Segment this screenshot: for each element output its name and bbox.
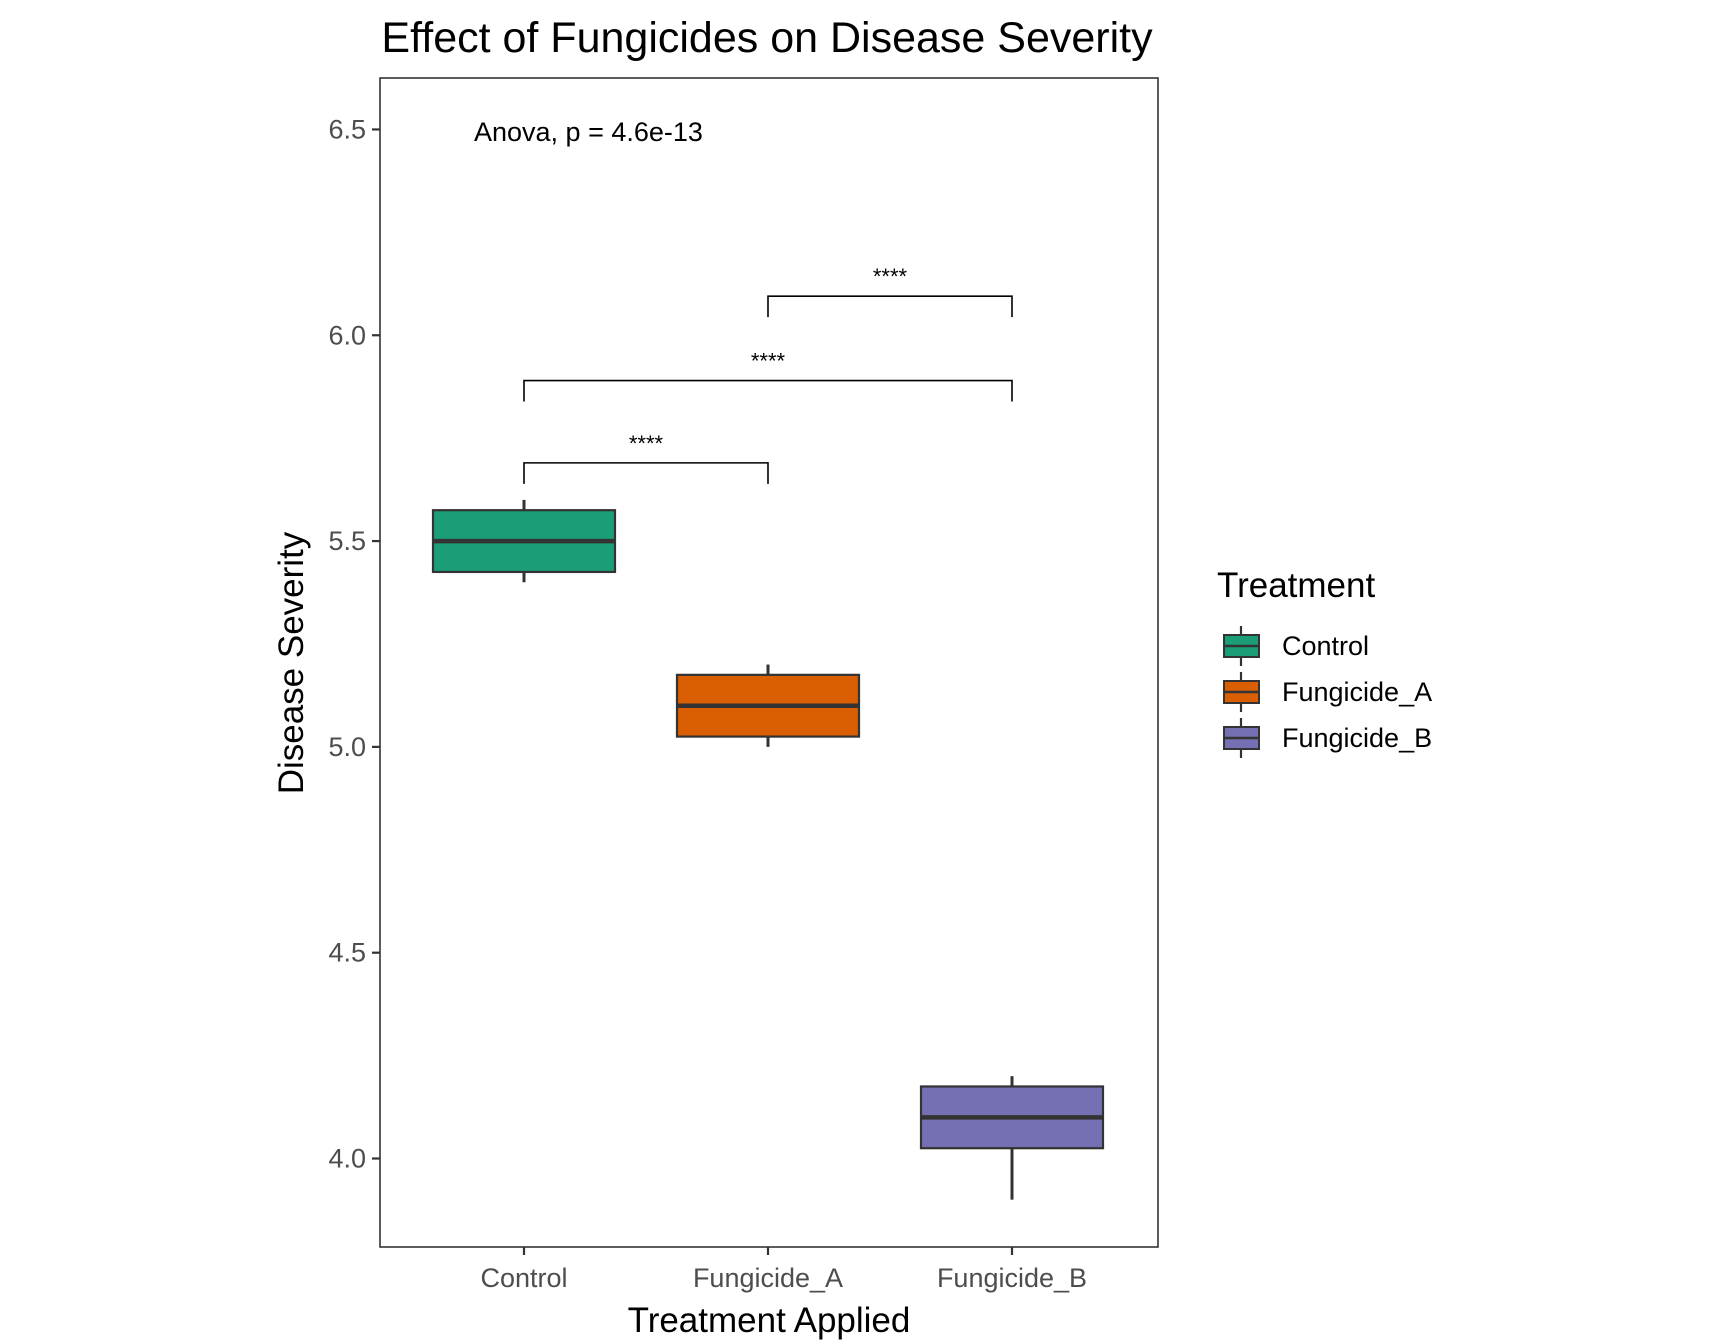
bracket-line <box>523 379 1013 402</box>
significance-brackets: **** **** **** <box>523 264 1013 484</box>
x-tick-label: Control <box>480 1263 567 1293</box>
significance-label: **** <box>873 264 908 289</box>
box-fungicide-b <box>919 1076 1105 1200</box>
significance-label: **** <box>629 431 664 456</box>
legend: Treatment Control Fungicide_A Fungicide_B <box>1217 566 1432 758</box>
bracket-line <box>767 295 1013 318</box>
bracket-line <box>523 462 769 484</box>
y-tick-label: 6.5 <box>328 114 366 144</box>
y-tick-label: 5.0 <box>328 732 366 762</box>
significance-bracket: **** <box>523 431 769 484</box>
y-tick-label: 6.0 <box>328 320 366 350</box>
y-axis-title: Disease Severity <box>272 531 311 794</box>
legend-title: Treatment <box>1217 566 1375 605</box>
anova-annotation: Anova, p = 4.6e-13 <box>474 117 703 147</box>
legend-label: Fungicide_B <box>1282 723 1432 753</box>
x-tick-label: Fungicide_B <box>937 1263 1087 1293</box>
box-fungicide-a <box>675 664 861 747</box>
x-axis-title: Treatment Applied <box>628 1301 911 1340</box>
legend-item-control: Control <box>1223 626 1369 666</box>
boxes <box>431 499 1105 1200</box>
significance-bracket: **** <box>767 264 1013 318</box>
y-tick-label: 4.0 <box>328 1144 366 1174</box>
y-axis: 4.0 4.5 5.0 5.5 6.0 6.5 <box>328 114 380 1174</box>
x-axis: Control Fungicide_A Fungicide_B <box>480 1247 1087 1293</box>
legend-label: Control <box>1282 631 1369 661</box>
y-tick-label: 4.5 <box>328 938 366 968</box>
legend-label: Fungicide_A <box>1282 677 1432 707</box>
legend-item-fungicide-a: Fungicide_A <box>1223 672 1432 712</box>
significance-label: **** <box>751 349 786 374</box>
legend-item-fungicide-b: Fungicide_B <box>1223 718 1432 758</box>
chart-title: Effect of Fungicides on Disease Severity <box>381 14 1153 62</box>
plot-panel <box>379 77 1159 1248</box>
x-tick-label: Fungicide_A <box>693 1263 843 1293</box>
significance-bracket: **** <box>523 349 1013 402</box>
box-control <box>431 499 617 583</box>
y-tick-label: 5.5 <box>328 526 366 556</box>
